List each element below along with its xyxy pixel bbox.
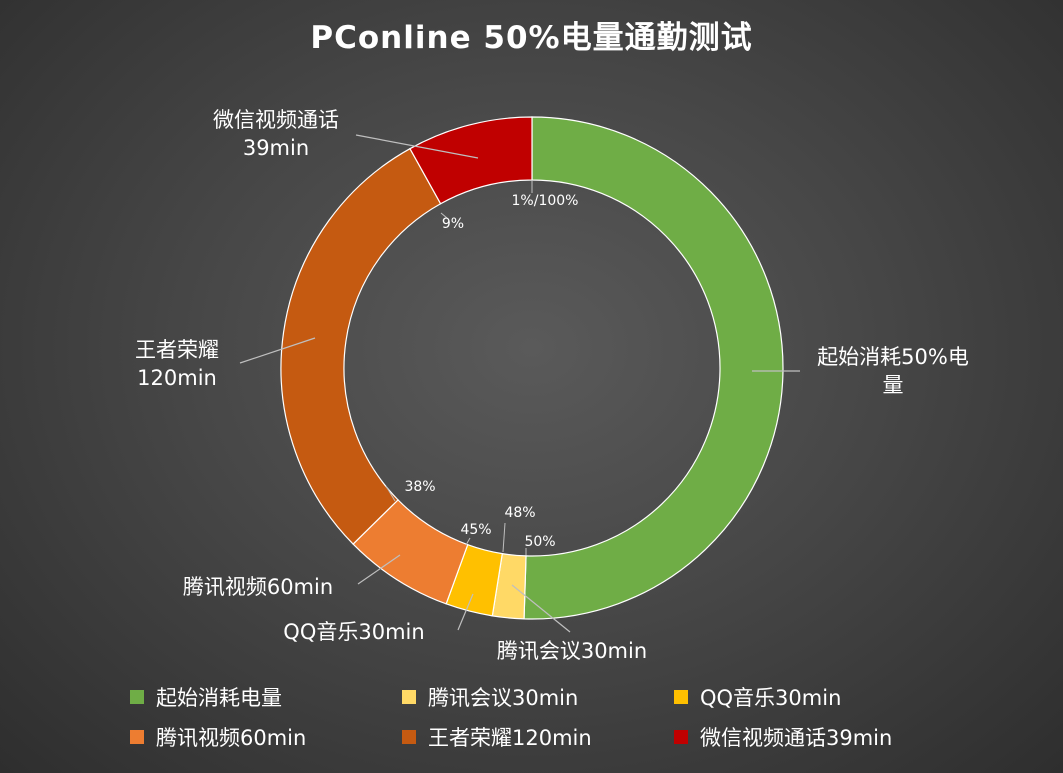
legend-label: 王者荣耀120min	[428, 726, 592, 750]
slice-label: 微信视频通话 39min	[213, 108, 339, 160]
donut-slice	[523, 116, 784, 620]
slice-label: 王者荣耀 120min	[135, 338, 219, 390]
donut-slices	[280, 116, 784, 620]
boundary-label: 48%	[504, 505, 535, 521]
leader-line	[457, 593, 474, 631]
legend-swatch	[130, 690, 144, 704]
legend-item: 腾讯会议30min	[402, 684, 674, 710]
slice-label: 腾讯视频60min	[183, 575, 333, 599]
donut-slice	[409, 116, 533, 205]
legend-swatch	[402, 690, 416, 704]
slice-label-line: 39min	[243, 136, 309, 160]
slice-label-line: 王者荣耀	[135, 338, 219, 362]
slice-label-line: 腾讯会议30min	[497, 639, 647, 663]
leader-line	[357, 554, 401, 585]
boundary-labels: 1%/100% 50% 48% 45% 38% 9%	[385, 181, 579, 555]
slice-label-line: 起始消耗50%电	[817, 345, 969, 369]
legend-label: 起始消耗电量	[156, 686, 282, 710]
legend-swatch	[674, 690, 688, 704]
chart-legend: 起始消耗电量 腾讯会议30min QQ音乐30min 腾讯视频60min 王者荣耀120…	[130, 684, 1030, 750]
chart-title: PConline 50%电量通勤测试	[310, 20, 753, 56]
boundary-label: 9%	[442, 216, 464, 232]
legend-item: 微信视频通话39min	[674, 724, 946, 750]
slice-label: 腾讯会议30min	[497, 639, 647, 663]
slice-label: 起始消耗50%电量	[817, 345, 969, 397]
leader-line	[511, 584, 571, 633]
boundary-tick	[440, 212, 448, 219]
legend-swatch	[674, 730, 688, 744]
legend-item: 王者荣耀120min	[402, 724, 674, 750]
boundary-label: 45%	[460, 522, 491, 538]
legend-swatch	[130, 730, 144, 744]
leader-line	[355, 134, 479, 159]
leader-line	[239, 337, 316, 364]
legend-item: 起始消耗电量	[130, 684, 402, 710]
legend-swatch	[402, 730, 416, 744]
slice-label: QQ音乐30min	[283, 620, 424, 644]
legend-item: 腾讯视频60min	[130, 724, 402, 750]
slice-label-line: 微信视频通话	[213, 108, 339, 132]
legend-label: 腾讯视频60min	[156, 726, 307, 750]
slice-label-line: 腾讯视频60min	[183, 575, 333, 599]
legend-label: 腾讯会议30min	[428, 686, 579, 710]
boundary-label: 38%	[404, 479, 435, 495]
legend-label: 微信视频通话39min	[700, 726, 893, 750]
boundary-tick	[502, 522, 506, 553]
boundary-label: 1%/100%	[512, 193, 579, 209]
boundary-label: 50%	[524, 534, 555, 550]
slice-label-line: 120min	[137, 366, 217, 390]
legend-label: QQ音乐30min	[700, 686, 842, 710]
boundary-tick	[385, 485, 396, 502]
legend-item: QQ音乐30min	[674, 684, 946, 710]
boundary-tick	[465, 537, 471, 546]
leader-lines	[239, 134, 800, 633]
slice-label-line: QQ音乐30min	[283, 620, 424, 644]
slice-label-line: 量	[883, 373, 904, 397]
